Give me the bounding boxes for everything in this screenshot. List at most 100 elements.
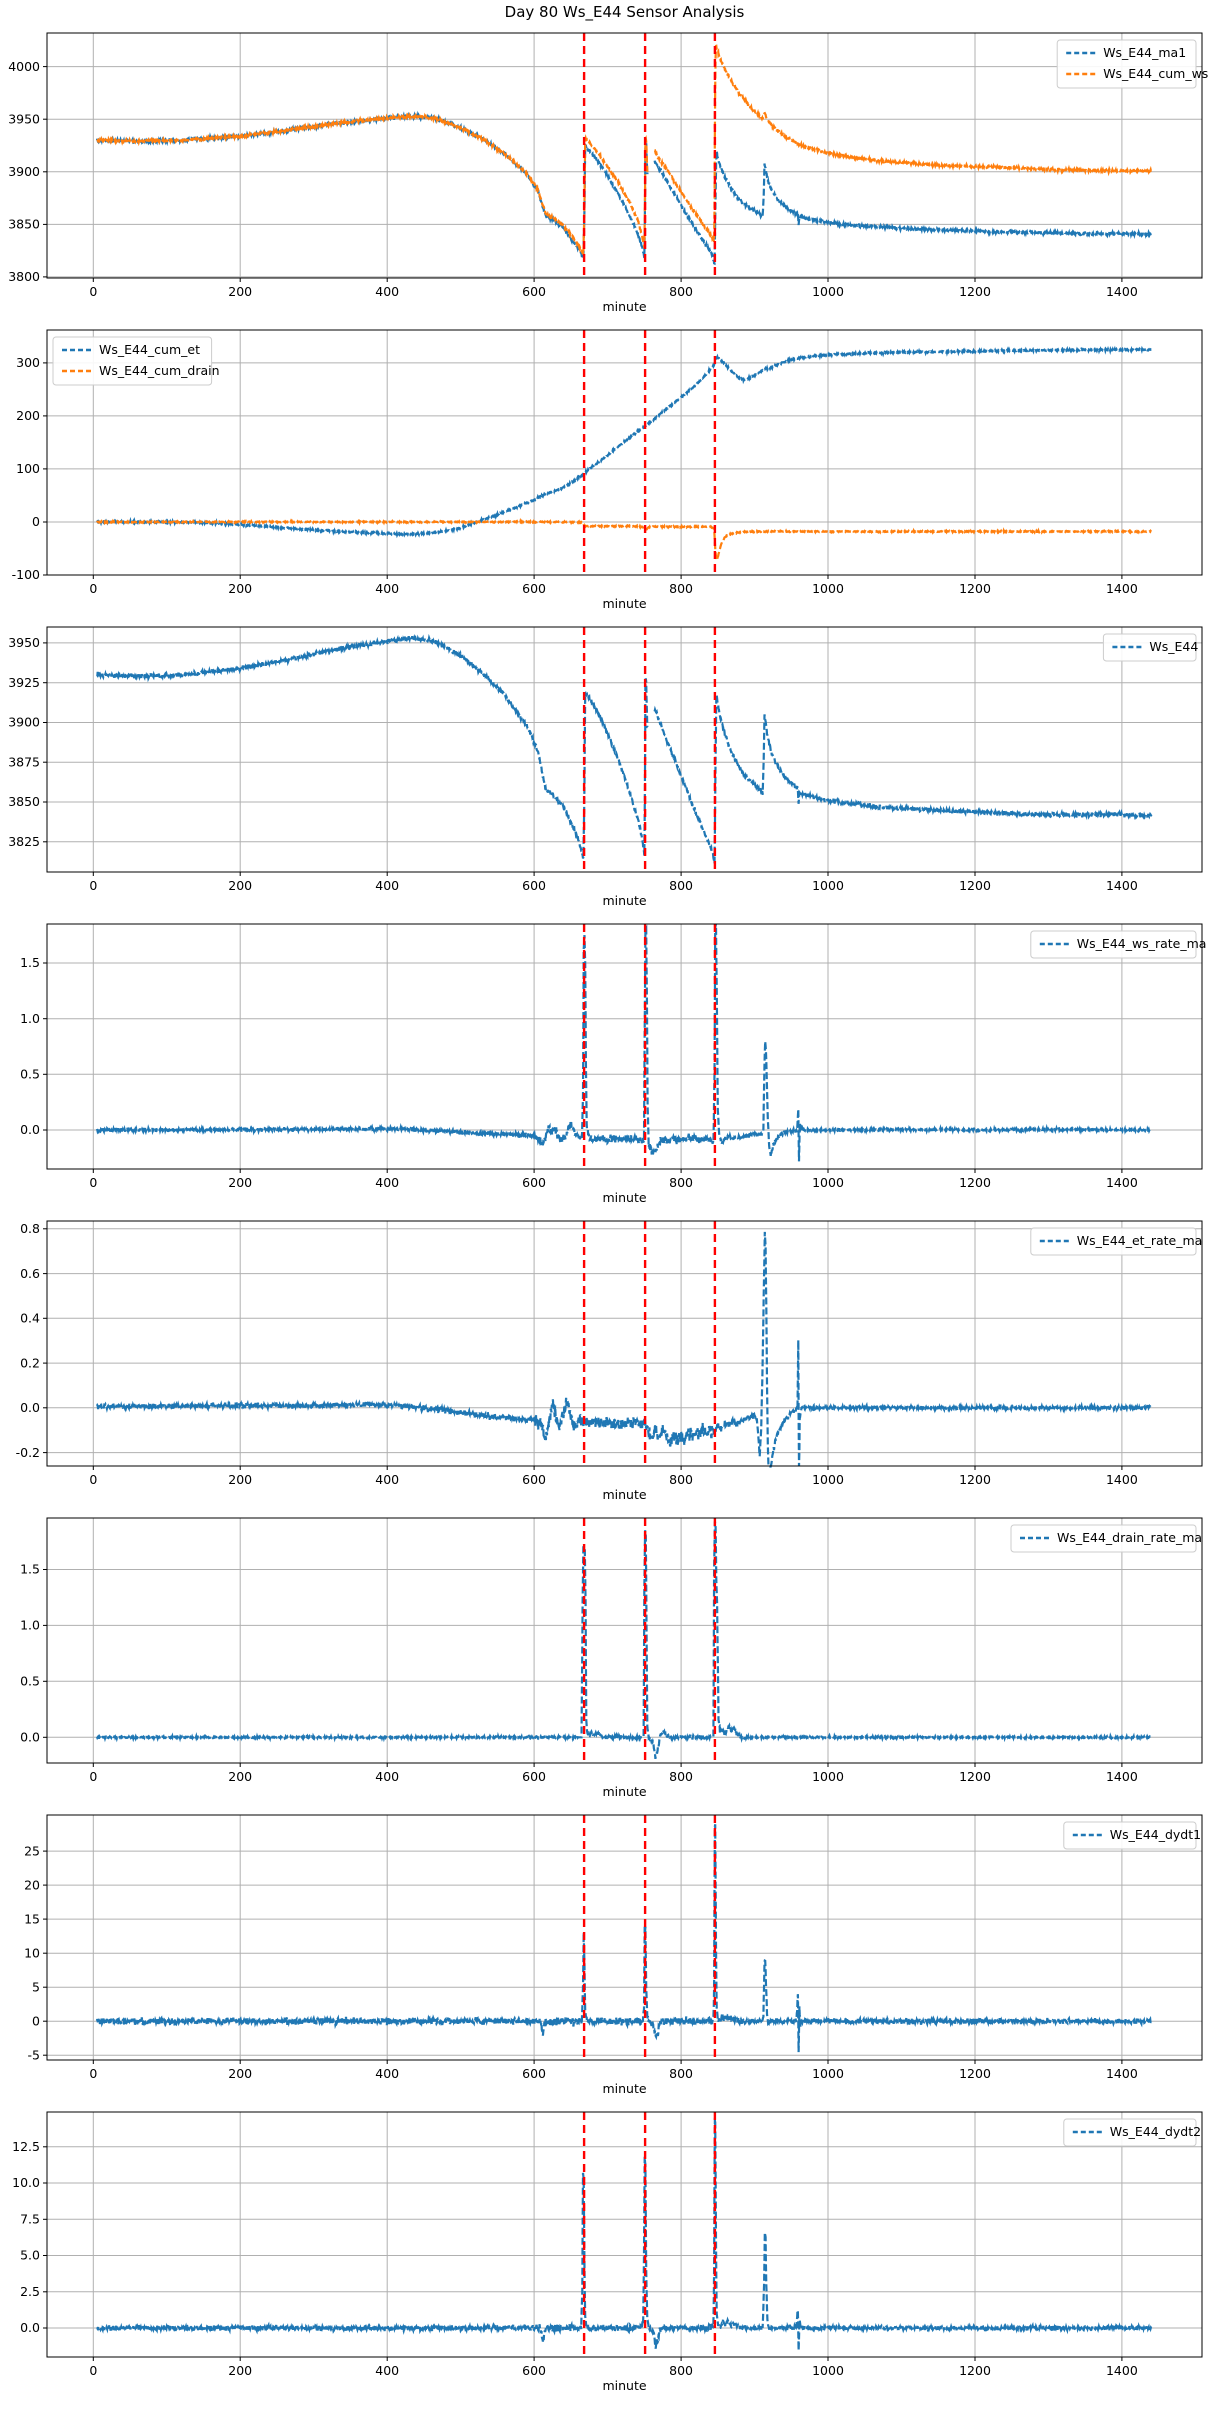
y-tick-label: 15 [24, 1911, 40, 1926]
y-tick-label: 0.4 [20, 1311, 40, 1326]
y-tick-label: 10.0 [12, 2175, 40, 2190]
x-tick-label: 400 [375, 284, 399, 299]
x-tick-label: 0 [89, 2363, 97, 2378]
x-tick-label: 200 [228, 1472, 252, 1487]
x-tick-label: 1000 [812, 2066, 844, 2081]
legend-label-Ws_E44: Ws_E44 [1149, 639, 1198, 654]
x-tick-label: 400 [375, 1769, 399, 1784]
y-tick-label: 3950 [8, 111, 40, 126]
subplot-cum-et-drain: 0 200 400 600 800 1000 1200 1400 -100 0 100 200 300 m… [12, 329, 1203, 611]
x-axis-label: minute [602, 2081, 646, 2096]
x-tick-label: 200 [228, 2363, 252, 2378]
y-tick-label: 5.0 [20, 2248, 40, 2263]
y-tick-label: 300 [16, 355, 40, 370]
x-tick-label: 800 [669, 1175, 693, 1190]
legend-label-Ws_E44_cum_drain: Ws_E44_cum_drain [99, 363, 220, 378]
legend-box [1030, 1227, 1197, 1256]
x-tick-label: 800 [669, 581, 693, 596]
x-tick-label: 800 [669, 878, 693, 893]
y-tick-label: 1.0 [20, 1011, 40, 1026]
x-axis-label: minute [602, 2378, 646, 2393]
y-tick-label: 2.5 [20, 2284, 40, 2299]
legend-box [52, 336, 213, 386]
axes-background [47, 2112, 1202, 2357]
x-tick-label: 1400 [1106, 2363, 1138, 2378]
subplot-ws-e44-raw: 0 200 400 600 800 1000 1200 1400 3825 3850 3875 390… [8, 626, 1203, 908]
x-tick-label: 1400 [1106, 878, 1138, 893]
x-tick-label: 1200 [959, 581, 991, 596]
axes-frame [46, 1220, 1203, 1467]
x-tick-label: 1200 [959, 878, 991, 893]
y-tick-label: 0.0 [20, 1122, 40, 1137]
y-tick-label: 3800 [8, 269, 40, 284]
axes-frame [46, 329, 1203, 576]
x-tick-label: 800 [669, 1472, 693, 1487]
legend-label-Ws_E44_cum_ws: Ws_E44_cum_ws [1103, 66, 1208, 81]
y-tick-label: 5 [32, 1979, 40, 1994]
x-tick-label: 1400 [1106, 1472, 1138, 1487]
subplot-drain-rate-ma: 0 200 400 600 800 1000 1200 1400 0.0 0.5 1.0 1.5 min… [20, 1517, 1203, 1799]
legend-label-Ws_E44_drain_rate_ma: Ws_E44_drain_rate_ma [1057, 1530, 1202, 1545]
x-tick-label: 0 [89, 1472, 97, 1487]
y-tick-label: 0.5 [20, 1674, 40, 1689]
y-tick-label: 7.5 [20, 2212, 40, 2227]
axes-frame [46, 1517, 1203, 1764]
x-tick-label: 800 [669, 1769, 693, 1784]
x-tick-label: 600 [522, 581, 546, 596]
x-tick-label: 0 [89, 1769, 97, 1784]
y-tick-label: 1.5 [20, 1562, 40, 1577]
y-tick-label: 0 [32, 2013, 40, 2028]
y-tick-label: 3825 [8, 834, 40, 849]
y-tick-label: -100 [12, 567, 40, 582]
y-tick-label: 4000 [8, 59, 40, 74]
series-Ws_E44 [96, 633, 1153, 864]
legend-box [1102, 633, 1197, 662]
series-Ws_E44_cum_drain [96, 517, 1152, 561]
axes-frame [46, 32, 1203, 279]
y-tick-label: 200 [16, 408, 40, 423]
legend-label-Ws_E44_ws_rate_ma: Ws_E44_ws_rate_ma [1077, 936, 1207, 951]
y-tick-label: 25 [24, 1843, 40, 1858]
x-tick-label: 0 [89, 878, 97, 893]
x-tick-label: 800 [669, 284, 693, 299]
x-tick-label: 400 [375, 878, 399, 893]
x-axis-label: minute [602, 1784, 646, 1799]
subplot-ws-rate-ma: 0 200 400 600 800 1000 1200 1400 0.0 0.5 1.0 1.5 min… [20, 923, 1207, 1205]
y-tick-label: 0.0 [20, 1730, 40, 1745]
axes-frame [46, 1814, 1203, 2061]
y-tick-label: 3875 [8, 754, 40, 769]
axes-background [47, 33, 1202, 278]
x-tick-label: 400 [375, 2066, 399, 2081]
axes-background [47, 1518, 1202, 1763]
x-axis-label: minute [602, 1487, 646, 1502]
x-tick-label: 200 [228, 1175, 252, 1190]
x-tick-label: 1200 [959, 1472, 991, 1487]
x-axis-label: minute [602, 1190, 646, 1205]
series-Ws_E44_dydt2 [96, 2117, 1153, 2351]
legend-label-Ws_E44_dydt1: Ws_E44_dydt1 [1110, 1827, 1201, 1842]
series-Ws_E44_ws_rate_ma [95, 923, 1153, 1162]
y-tick-label: 3850 [8, 794, 40, 809]
x-tick-label: 1400 [1106, 1175, 1138, 1190]
x-tick-label: 600 [522, 2363, 546, 2378]
x-tick-label: 800 [669, 2363, 693, 2378]
x-tick-label: 0 [89, 1175, 97, 1190]
axes-background [47, 627, 1202, 872]
x-tick-label: 400 [375, 581, 399, 596]
legend-label-Ws_E44_et_rate_ma: Ws_E44_et_rate_ma [1077, 1233, 1203, 1248]
x-tick-label: 1200 [959, 2066, 991, 2081]
x-tick-label: 1000 [812, 2363, 844, 2378]
x-tick-label: 1200 [959, 1769, 991, 1784]
axes-frame [46, 923, 1203, 1170]
subplot-dydt1: 0 200 400 600 800 1000 1200 1400 -5 0 5 10 15 20 25 min… [24, 1814, 1203, 2096]
x-tick-label: 1200 [959, 284, 991, 299]
x-tick-label: 0 [89, 2066, 97, 2081]
x-tick-label: 1400 [1106, 2066, 1138, 2081]
series-Ws_E44_drain_rate_ma [95, 1521, 1153, 1760]
legend-box [1063, 2118, 1197, 2147]
x-tick-label: 1400 [1106, 1769, 1138, 1784]
y-tick-label: 12.5 [12, 2139, 40, 2154]
x-axis-label: minute [602, 893, 646, 908]
y-tick-label: 0 [32, 514, 40, 529]
x-tick-label: 1000 [812, 1175, 844, 1190]
